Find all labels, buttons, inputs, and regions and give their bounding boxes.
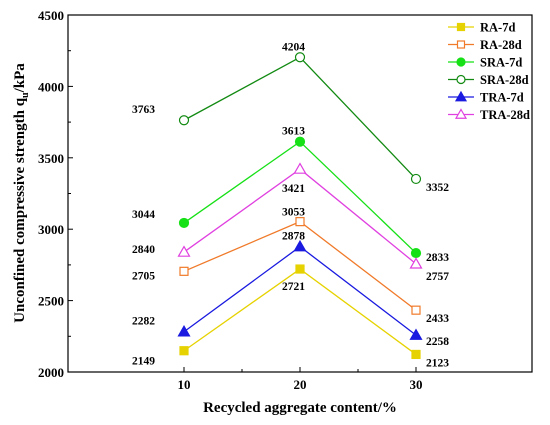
data-label: 3421: [282, 183, 305, 195]
y-tick-label: 3500: [38, 151, 64, 166]
y-axis-label: Unconfined compressive strength qu/kPa: [12, 63, 31, 323]
data-label: 3613: [282, 126, 305, 138]
x-tick-label: 10: [178, 377, 191, 392]
legend-marker: [456, 74, 466, 85]
legend-marker: [456, 22, 466, 32]
data-point: [411, 305, 421, 315]
data-point: [178, 115, 190, 126]
data-point: [179, 266, 189, 276]
y-axis-label-unit: /kPa: [12, 63, 28, 94]
series-ra-7d: [179, 264, 421, 360]
legend-item: SRA-7d: [448, 56, 522, 70]
data-point: [177, 325, 191, 337]
series-tra-28d: [177, 162, 423, 269]
data-point: [178, 217, 190, 229]
y-axis-label-main: Unconfined compressive strength q: [12, 97, 28, 323]
series-tra-7d: [177, 239, 423, 340]
legend-marker: [454, 90, 468, 102]
data-label: 2721: [282, 281, 305, 293]
y-axis-label-sub: u: [20, 92, 31, 98]
data-point: [179, 346, 189, 356]
x-tick-label: 30: [410, 377, 423, 392]
y-tick-label: 2000: [38, 365, 64, 380]
legend-label: TRA-28d: [480, 108, 530, 122]
legend-item: TRA-7d: [448, 91, 524, 105]
legend-item: TRA-28d: [448, 108, 530, 122]
legend: RA-7d RA-28d SRA-7d SRA-28d TRA-7d TRA-28d: [448, 21, 530, 122]
data-label: 3352: [426, 182, 449, 194]
data-point: [409, 328, 423, 340]
data-point: [295, 217, 305, 227]
x-axis-label: Recycled aggregate content/%: [203, 400, 397, 416]
data-label: 4204: [282, 41, 305, 53]
series-line: [183, 56, 417, 180]
data-label: 3053: [282, 207, 305, 219]
data-point: [295, 264, 305, 274]
data-label: 2878: [282, 231, 305, 243]
x-tick-label: 20: [294, 377, 307, 392]
legend-marker: [456, 40, 466, 49]
data-label: 2705: [132, 270, 155, 282]
data-point: [294, 136, 306, 147]
data-point: [293, 239, 307, 252]
data-label: 3763: [132, 104, 155, 116]
data-point: [410, 247, 422, 259]
data-point: [409, 257, 423, 269]
data-label: 2433: [426, 313, 449, 325]
data-label: 2757: [426, 271, 449, 283]
data-label: 3044: [132, 209, 155, 221]
y-tick-label: 4000: [38, 79, 64, 94]
legend-label: SRA-28d: [480, 73, 529, 87]
legend-item: SRA-28d: [448, 73, 529, 87]
legend-label: RA-7d: [480, 21, 515, 35]
y-tick-label: 2500: [38, 294, 64, 309]
data-label: 2833: [426, 252, 449, 264]
legend-item: RA-7d: [448, 21, 515, 35]
data-label: 2149: [132, 356, 155, 368]
legend-label: RA-28d: [480, 38, 522, 52]
series-sra-7d: [178, 136, 422, 259]
legend-label: SRA-7d: [480, 56, 522, 70]
data-point: [411, 349, 421, 360]
legend-marker: [454, 108, 468, 119]
series-ra-28d: [179, 217, 421, 315]
data-label: 2840: [132, 244, 155, 256]
legend-marker: [456, 57, 466, 67]
series-sra-28d: [178, 52, 422, 185]
data-label: 2258: [426, 336, 449, 348]
data-labels: 2149 2721 2123 2705 3053 2433 3044 3613 2833 3763…: [132, 41, 449, 369]
y-tick-label: 3000: [38, 222, 64, 237]
y-tick-label: 4500: [38, 8, 64, 23]
data-label: 2123: [426, 357, 449, 369]
x-axis: 10 20 30: [178, 367, 423, 392]
legend-item: RA-28d: [448, 38, 522, 52]
data-point: [294, 52, 306, 63]
data-label: 2282: [132, 316, 155, 328]
data-point: [410, 173, 422, 185]
legend-label: TRA-7d: [480, 91, 524, 105]
y-axis: 2000 2500 3000 3500 4000 4500: [38, 8, 73, 380]
series-group: [177, 52, 423, 360]
data-point: [293, 162, 307, 174]
data-point: [177, 245, 191, 257]
